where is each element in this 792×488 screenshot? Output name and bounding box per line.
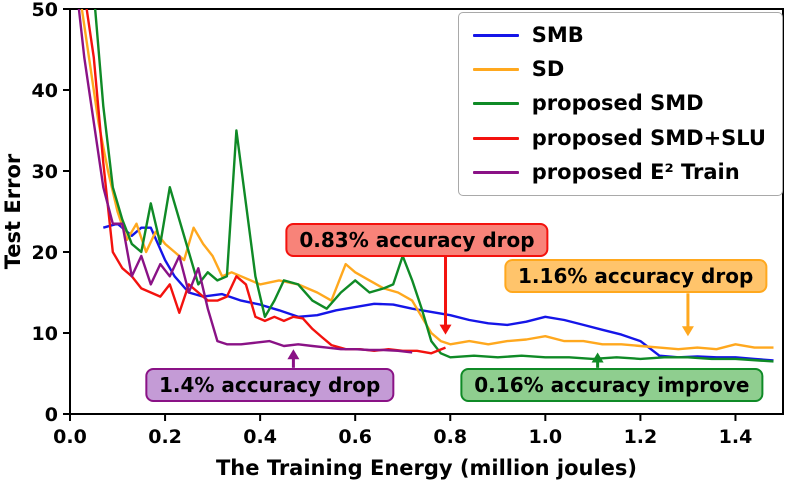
legend-label-smb: SMB xyxy=(531,23,584,47)
legend-line-proposed-smd-icon xyxy=(472,102,519,106)
x-tick-label: 0.6 xyxy=(338,426,372,448)
y-tick-label: 20 xyxy=(32,242,58,264)
x-tick-label: 0.4 xyxy=(243,426,277,448)
legend-label-proposed-smd: proposed SMD xyxy=(531,91,704,116)
legend-item-proposed-e2-train: proposed E² Train xyxy=(472,159,766,185)
annotation-smd-slu-accuracy-drop: 0.83% accuracy drop xyxy=(285,222,549,257)
annotation-arrowhead-icon xyxy=(591,352,604,363)
legend-item-sd: SD xyxy=(472,57,766,82)
x-tick-label: 1.4 xyxy=(719,426,753,448)
legend-line-proposed-e2-train-icon xyxy=(472,170,519,174)
legend-label-sd: SD xyxy=(531,57,565,82)
annotation-arrowhead-icon xyxy=(439,324,452,335)
x-tick-label: 0.8 xyxy=(433,426,467,448)
x-tick-label: 1.0 xyxy=(528,426,562,448)
x-tick-label: 0.2 xyxy=(148,426,182,448)
plot-border xyxy=(69,8,784,415)
y-tick-label: 30 xyxy=(32,161,58,183)
series-line-proposed-smd xyxy=(93,9,774,363)
y-tick-label: 50 xyxy=(32,0,58,21)
legend-line-smb-icon xyxy=(472,34,519,38)
series-line-smb xyxy=(102,222,774,362)
annotation-arrowhead-icon xyxy=(287,349,300,360)
x-tick-label: 1.2 xyxy=(624,426,658,448)
annotation-arrowhead-icon xyxy=(681,326,694,337)
series-line-proposed-smd-slu xyxy=(85,9,446,355)
legend-item-proposed-smd-slu: proposed SMD+SLU xyxy=(472,125,766,151)
legend-item-smb: SMB xyxy=(472,23,766,48)
x-axis-label: The Training Energy (million joules) xyxy=(216,456,637,480)
annotation-smd-accuracy-improve: 0.16% accuracy improve xyxy=(460,367,764,402)
y-tick-label: 40 xyxy=(32,80,58,102)
y-axis-label: Test Error xyxy=(1,153,25,269)
legend-line-proposed-smd-slu-icon xyxy=(472,136,519,140)
series-line-proposed-e-train xyxy=(77,9,413,354)
annotation-e2-train-accuracy-drop: 1.4% accuracy drop xyxy=(144,367,395,402)
legend-label-proposed-smd-slu: proposed SMD+SLU xyxy=(531,125,766,150)
y-tick-label: 0 xyxy=(45,404,58,426)
y-tick-label: 10 xyxy=(32,323,58,345)
legend-line-sd-icon xyxy=(472,68,519,72)
annotation-sd-accuracy-drop: 1.16% accuracy drop xyxy=(504,259,768,294)
legend: SMB SD proposed SMD proposed SMD+SLU pro… xyxy=(457,12,783,196)
x-tick-label: 0.0 xyxy=(53,426,87,448)
legend-item-proposed-smd: proposed SMD xyxy=(472,91,766,116)
legend-label-proposed-e2-train: proposed E² Train xyxy=(531,159,740,184)
